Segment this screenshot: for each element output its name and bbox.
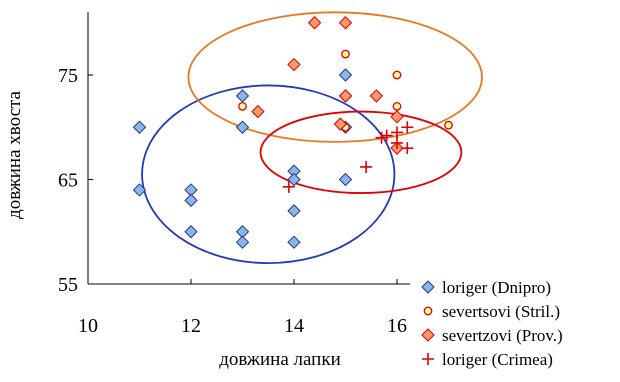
legend-item-loriger-crimea: loriger (Crimea) [422,350,553,369]
data-point [132,183,147,197]
legend-label: loriger (Crimea) [442,350,553,369]
data-point [287,172,301,187]
ellipse-severtsovi-stril [187,11,483,143]
y-tick-label: 75 [58,65,78,87]
data-point [391,126,403,139]
legend: loriger (Dnipro) severtsovi (Stril.) sever… [421,278,563,369]
y-tick-label: 65 [58,170,78,192]
data-point [282,180,295,193]
data-point [380,129,393,142]
data-point [251,104,265,119]
legend-label: loriger (Dnipro) [442,278,551,297]
y-axis-label: довжина хвоста [4,90,25,219]
x-tick-label: 14 [284,315,304,337]
axis-layer [87,12,410,285]
point-layer [132,16,453,249]
y-tick-label: 55 [58,274,78,296]
x-tick-label: 10 [78,315,98,337]
legend-marker [421,328,435,342]
legend-label: severtsovi (Stril.) [442,302,560,321]
tick-layer: 10 12 14 16 55 65 75 [58,65,407,337]
data-point [390,110,404,124]
data-point [238,101,247,111]
data-point [392,101,402,111]
data-point [235,89,250,103]
data-point [375,131,388,144]
series-loriger-crimea [282,121,414,193]
data-point [184,193,198,208]
ellipse-loriger-crimea [259,110,463,194]
legend-marker [421,280,435,294]
data-point [338,89,353,103]
data-point [360,160,373,173]
data-point [287,57,301,72]
data-point [287,235,301,249]
series-loriger-dnipro [132,68,353,249]
legend-item-severtzovi-prov: severtzovi (Prov.) [421,326,563,345]
data-point [184,225,198,239]
x-tick-label: 12 [181,315,201,337]
data-point [392,70,402,80]
legend-label: severtzovi (Prov.) [442,326,563,345]
data-point [401,142,414,155]
data-point [401,121,414,134]
data-point [338,172,353,187]
data-point [333,117,348,131]
legend-marker [422,353,434,365]
legend-marker [423,306,433,316]
data-point [235,120,250,134]
x-axis-label: довжина лапки [219,349,340,370]
data-point [287,204,301,218]
data-point [391,136,403,149]
data-point [338,16,353,30]
ellipse-loriger-dnipro [141,84,396,264]
data-point [307,16,322,30]
ellipse-layer [141,11,483,264]
data-point [444,120,453,130]
legend-item-severtsovi-stril: severtsovi (Stril.) [423,302,560,321]
data-point [338,68,353,82]
x-tick-label: 16 [387,315,407,337]
legend-item-loriger-dnipro: loriger (Dnipro) [421,278,551,297]
data-point [235,235,250,249]
data-point [341,49,350,59]
data-point [132,120,147,134]
data-point [369,89,384,103]
